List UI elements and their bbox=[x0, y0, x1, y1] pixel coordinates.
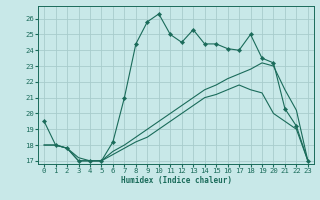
X-axis label: Humidex (Indice chaleur): Humidex (Indice chaleur) bbox=[121, 176, 231, 185]
